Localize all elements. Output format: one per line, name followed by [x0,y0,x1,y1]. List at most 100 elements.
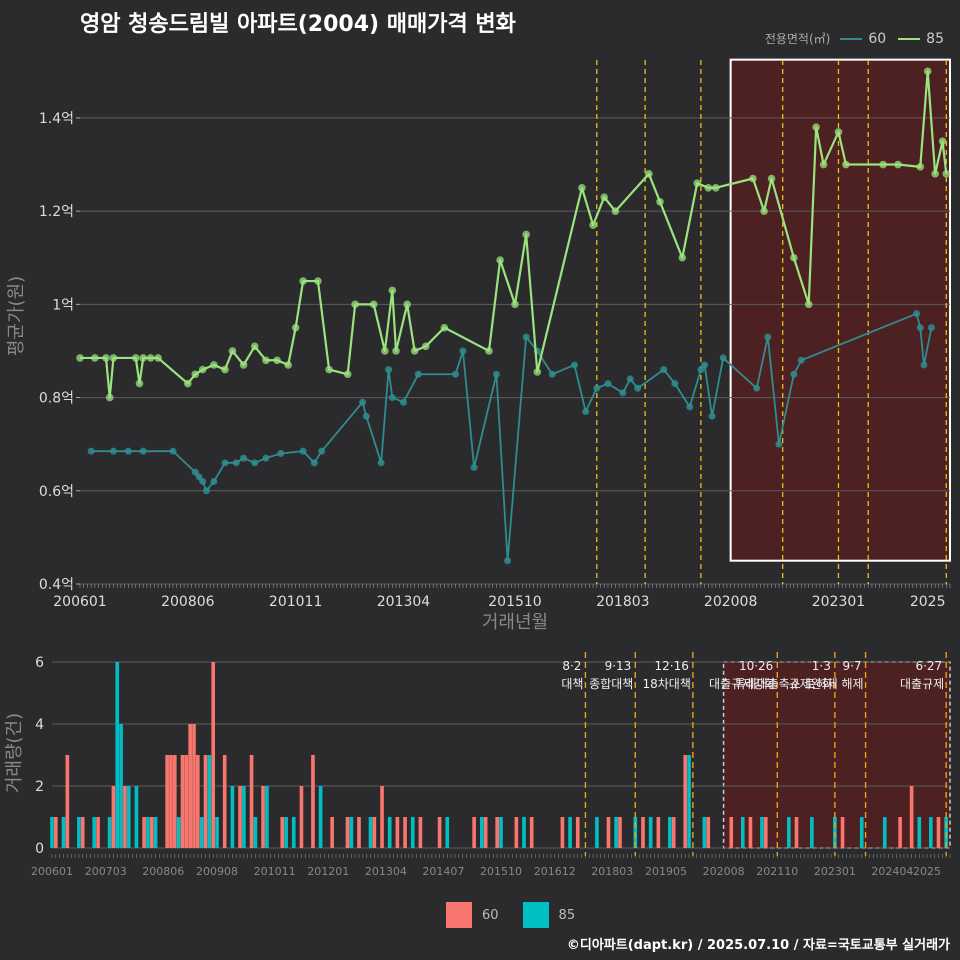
data-point-85 [184,379,192,388]
data-point-60 [797,356,805,364]
bar-85 [61,817,66,848]
data-point-60 [604,380,612,388]
data-point-85 [146,354,155,362]
bar-60 [380,786,384,848]
bar-x-tick-label: 200908 [196,865,238,878]
data-point-60 [277,449,285,457]
data-point-85 [381,347,389,355]
bar-60 [395,817,400,848]
data-point-85 [76,354,84,362]
bar-60 [180,755,185,848]
bar-85 [614,817,618,848]
bar-x-tick-label: 201905 [645,865,687,878]
data-point-85 [135,379,144,388]
data-point-85 [923,67,932,76]
bar-60 [249,755,254,848]
bar-60 [165,755,169,848]
bar-85 [119,724,123,848]
data-point-60 [124,447,132,455]
line-legend: 전용면적(㎡) 60 85 [765,30,950,47]
data-point-85 [496,256,504,264]
bar-60 [261,786,265,848]
data-point-60 [139,447,147,455]
y-tick-label: 1억 [52,297,74,313]
data-point-85 [611,207,620,215]
bar-60 [763,817,768,848]
bar-85 [740,817,745,848]
bar-60 [222,755,227,848]
bar-60 [203,755,208,848]
data-point-60 [195,473,203,481]
data-point-60 [202,487,210,495]
data-point-60 [310,459,318,467]
policy-label: 10·26 [739,659,773,673]
policy-label-desc: 18차대책 [642,676,690,691]
data-point-85 [704,184,713,192]
y-tick-label: 0.4억 [39,577,74,593]
bar-60 [280,817,285,848]
bar-60 [618,817,622,848]
data-point-85 [942,170,951,178]
data-point-85 [589,221,597,229]
policy-label-desc: 대출규제 [900,677,944,691]
bar-85 [787,817,791,848]
bar-60 [656,817,661,848]
bar-60 [330,817,334,848]
data-point-60 [399,398,407,406]
data-point-85 [711,184,720,192]
data-point-60 [686,403,694,411]
bar-x-tick-label: 201304 [365,865,407,878]
data-point-85 [392,347,400,355]
x-tick-label: 201803 [596,594,649,610]
data-point-85 [440,323,449,332]
bar-60 [418,817,423,848]
bar-85 [92,817,97,848]
bar-85 [882,817,887,848]
data-point-60 [377,459,385,467]
data-point-85 [879,160,887,169]
bar-85 [568,817,572,848]
data-point-85 [351,300,359,309]
data-point-85 [600,193,609,201]
bar-85 [917,817,922,848]
data-point-85 [388,286,397,295]
bar-85 [253,817,258,848]
data-point-60 [548,370,556,378]
data-point-85 [91,354,99,362]
bar-60 [748,817,753,848]
bar-60 [403,817,407,848]
bar-85 [115,662,120,848]
bar-85 [368,817,373,848]
data-point-85 [325,365,333,374]
credit-text: ©디아파트(dapt.kr) / 2025.07.10 / 자료=국토교통부 실… [566,938,950,953]
data-point-85 [314,277,322,285]
bar-60 [169,755,173,848]
data-point-60 [362,412,370,420]
bar-60 [54,817,58,848]
data-point-60 [452,370,460,378]
policy-label-desc: 종합대책 [589,676,633,691]
data-point-60 [570,361,578,369]
bar-85 [134,786,139,848]
bar-85 [387,817,392,848]
bar-60 [483,817,488,848]
data-point-60 [388,394,396,402]
policy-label: 9·13 [605,659,632,673]
bar-85 [230,786,235,848]
data-point-60 [87,447,95,455]
x-tick-label: 200806 [161,594,215,610]
bar-85 [687,755,691,848]
bar-y-tick-label: 4 [35,717,44,733]
data-point-60 [459,347,467,355]
bar-60 [238,786,242,848]
data-point-85 [894,160,902,169]
data-point-60 [109,447,117,455]
data-point-60 [790,370,798,378]
bar-y-tick-label: 2 [35,779,44,795]
bar-85 [291,817,296,848]
bar-85 [107,817,112,848]
data-point-60 [920,361,928,369]
data-point-85 [511,300,519,309]
bar-85 [499,817,503,848]
data-point-60 [764,333,772,341]
